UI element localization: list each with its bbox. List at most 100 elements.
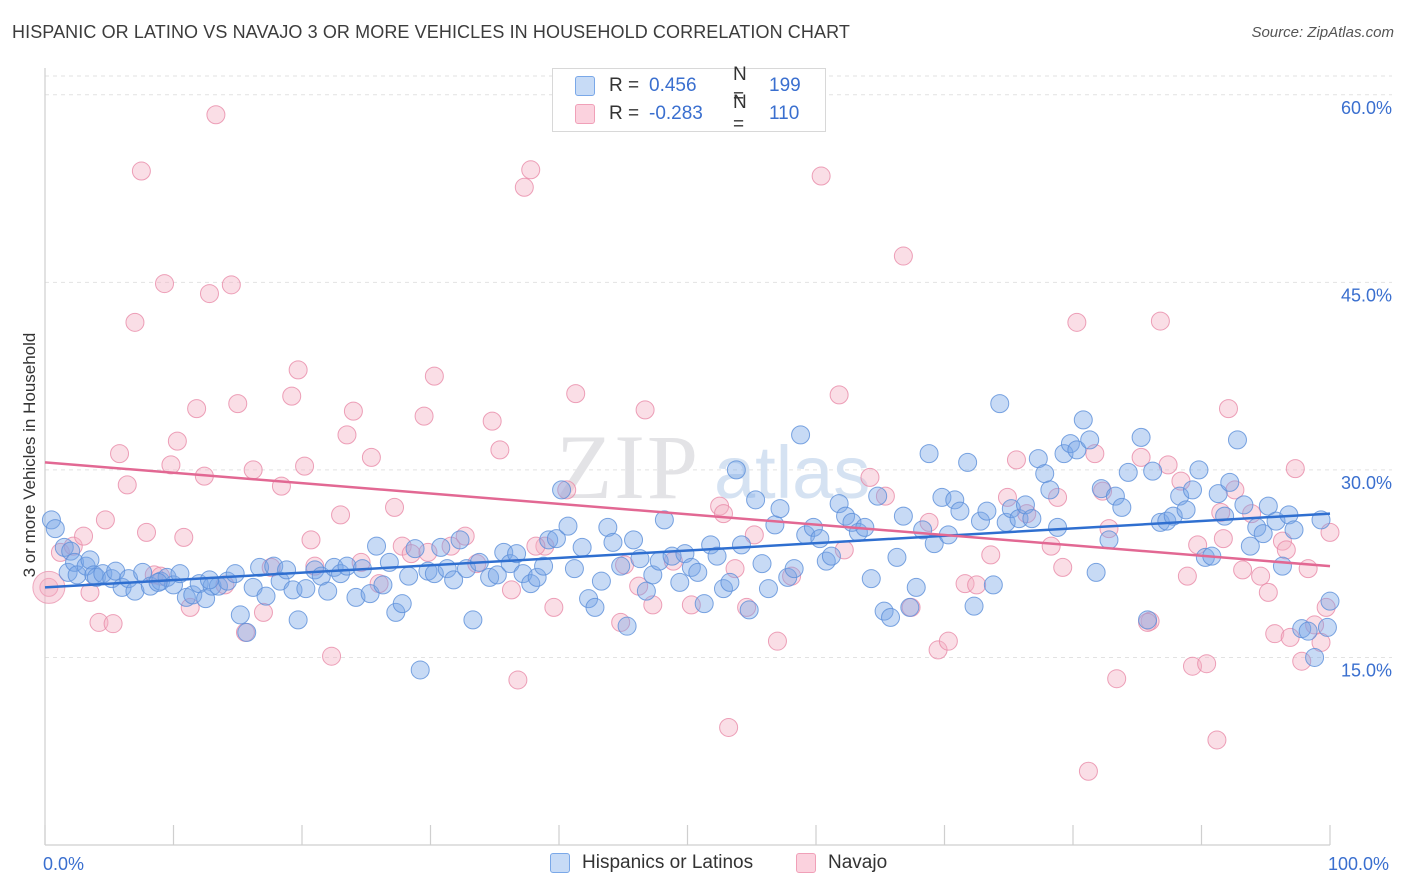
navajo-point	[981, 545, 1001, 565]
watermark-atlas: atlas	[714, 431, 870, 514]
navajo-point	[1213, 529, 1233, 549]
navajo-point	[1131, 447, 1151, 467]
hispanic-point	[1067, 440, 1087, 460]
navajo-point	[737, 597, 757, 617]
hispanic-point	[1054, 444, 1074, 464]
hispanic-point	[367, 536, 387, 556]
navajo-point	[110, 444, 130, 464]
hispanic-point	[1118, 462, 1138, 482]
hispanic-point	[983, 575, 1003, 595]
hispanic-point	[225, 564, 245, 584]
navajo-point	[482, 411, 502, 431]
navajo-point	[167, 431, 187, 451]
chart-title: HISPANIC OR LATINO VS NAVAJO 3 OR MORE V…	[12, 22, 850, 42]
navajo-point	[501, 580, 521, 600]
hispanic-legend-swatch	[550, 853, 570, 873]
hispanic-point	[1189, 460, 1209, 480]
hispanic-point	[1099, 530, 1119, 550]
navajo-point	[719, 717, 739, 737]
x-tick-label-min: 0.0%	[43, 854, 85, 874]
hispanic-point	[450, 530, 470, 550]
hispanic-point	[977, 501, 997, 521]
watermark: ZIP atlas	[556, 416, 870, 518]
hispanic-point	[1143, 461, 1163, 481]
hispanic-point	[670, 572, 690, 592]
x-tick-label-max: 100.0%	[1328, 854, 1390, 874]
hispanic-point	[296, 579, 316, 599]
hispanic-point	[603, 532, 623, 552]
navajo-point	[514, 177, 534, 197]
trend-lines	[44, 461, 1331, 589]
hispanic-point	[564, 559, 584, 579]
correlation-legend: R = 0.456 N = 199 R = -0.283 N = 110	[552, 64, 826, 135]
navajo-point	[1183, 656, 1203, 676]
navajo-point	[385, 497, 405, 517]
navajo-point	[1041, 536, 1061, 556]
hispanic-point	[720, 572, 740, 592]
hispanic-point	[431, 537, 451, 557]
navajo-point	[1218, 399, 1238, 419]
hispanic-point	[410, 660, 430, 680]
hispanic-point	[810, 529, 830, 549]
hispanic-point	[970, 511, 990, 531]
legend-item-navajo: Navajo	[796, 852, 887, 874]
hispanic-point	[829, 494, 849, 514]
navajo-point	[131, 161, 151, 181]
hispanic-point	[694, 594, 714, 614]
navajo-point	[967, 575, 987, 595]
series-legend: Hispanics or Latinos Navajo	[0, 852, 1406, 878]
watermark-zip: ZIP	[556, 416, 700, 518]
hispanic-point	[513, 564, 533, 584]
n-label: N =	[733, 92, 747, 135]
r-value: 0.456	[649, 75, 697, 96]
hispanic-point	[346, 587, 366, 607]
navajo-point	[117, 475, 137, 495]
source-label: Source: ZipAtlas.com	[1251, 24, 1394, 41]
legend-label-navajo: Navajo	[828, 852, 888, 873]
navajo-point	[337, 425, 357, 445]
hispanic-point	[527, 567, 547, 587]
navajo-point	[713, 504, 733, 524]
n-value: 110	[769, 103, 800, 124]
navajo-point	[1233, 560, 1253, 580]
hispanic-point	[405, 539, 425, 559]
navajo-point	[351, 552, 371, 572]
y-tick-labels: 15.0% 30.0% 45.0% 60.0%	[1341, 98, 1392, 681]
navajo-point	[635, 400, 655, 420]
navajo-point	[744, 525, 764, 545]
hispanic-point	[681, 557, 701, 577]
navajo-point	[295, 456, 315, 476]
hispanic-point	[1240, 536, 1260, 556]
navajo-point	[566, 384, 586, 404]
navajo-point	[74, 526, 94, 546]
navajo-point	[322, 646, 342, 666]
hispanic-point	[1215, 506, 1235, 526]
navajo-point	[767, 631, 787, 651]
hispanic-point	[288, 610, 308, 630]
hispanic-point	[1131, 427, 1151, 447]
hispanic-point	[256, 586, 276, 606]
navajo-point	[997, 487, 1017, 507]
hispanic-point	[816, 551, 836, 571]
hispanic-point	[373, 575, 393, 595]
navajo-point	[89, 612, 109, 632]
hispanic-point	[1080, 430, 1100, 450]
hispanic-point	[726, 460, 746, 480]
hispanic-point	[86, 567, 106, 587]
hispanic-point	[893, 506, 913, 526]
hispanic-point	[1220, 472, 1240, 492]
hispanic-point	[1208, 484, 1228, 504]
hispanic-point	[958, 452, 978, 472]
hispanic-point	[487, 565, 507, 585]
hispanic-point	[199, 570, 219, 590]
hispanic-point	[906, 577, 926, 597]
hispanic-point	[598, 517, 618, 537]
hispanic-point	[546, 529, 566, 549]
r-label: R =	[609, 75, 640, 96]
navajo-point	[331, 505, 351, 525]
navajo-point	[199, 284, 219, 304]
hispanic-point	[1073, 410, 1093, 430]
hispanic-point	[1035, 464, 1055, 484]
hispanic-point	[1086, 562, 1106, 582]
